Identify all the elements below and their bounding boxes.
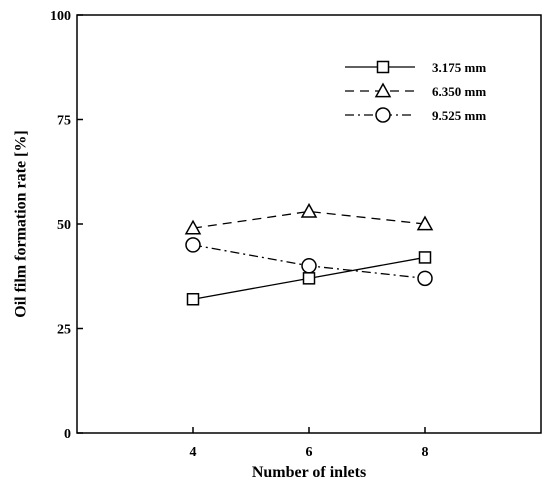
legend-entry: 9.525 mm (345, 107, 486, 123)
data-point (185, 237, 201, 253)
x-tick-label: 4 (190, 445, 197, 460)
y-tick-label: 0 (64, 427, 71, 442)
y-tick-label: 100 (50, 9, 71, 24)
y-tick-label: 50 (57, 218, 71, 233)
data-point (301, 258, 317, 274)
legend-marker (374, 82, 392, 98)
series-1 (184, 202, 434, 235)
data-point (417, 270, 433, 287)
data-point (302, 272, 316, 285)
x-axis-title: Number of inlets (252, 464, 366, 481)
legend-entry: 3.175 mm (345, 60, 486, 75)
x-axis-ticks: 4 6 8 (190, 427, 429, 460)
legend-label: 3.175 mm (432, 60, 486, 75)
legend: 3.175 mm 6.350 mm 9.525 mm (345, 60, 486, 123)
legend-marker (375, 107, 391, 123)
legend-entry: 6.350 mm (345, 82, 486, 99)
series-layer (184, 202, 434, 306)
legend-marker (376, 60, 390, 74)
y-tick-label: 75 (57, 114, 71, 129)
y-axis-ticks: 0 25 50 75 100 (50, 9, 83, 442)
data-point (300, 202, 318, 218)
plot-border (76, 14, 542, 434)
series-0 (186, 251, 432, 306)
series-2 (185, 237, 433, 287)
data-point (184, 219, 202, 235)
x-tick-label: 8 (422, 445, 429, 460)
x-tick-label: 6 (306, 445, 313, 460)
plot-frame (76, 14, 542, 434)
y-axis-title: Oil film formation rate [%] (13, 130, 30, 318)
legend-label: 6.350 mm (432, 84, 486, 99)
data-point (418, 251, 432, 264)
data-point (416, 215, 434, 231)
y-tick-label: 25 (57, 323, 71, 338)
legend-label: 9.525 mm (432, 108, 486, 123)
data-point (186, 292, 200, 306)
